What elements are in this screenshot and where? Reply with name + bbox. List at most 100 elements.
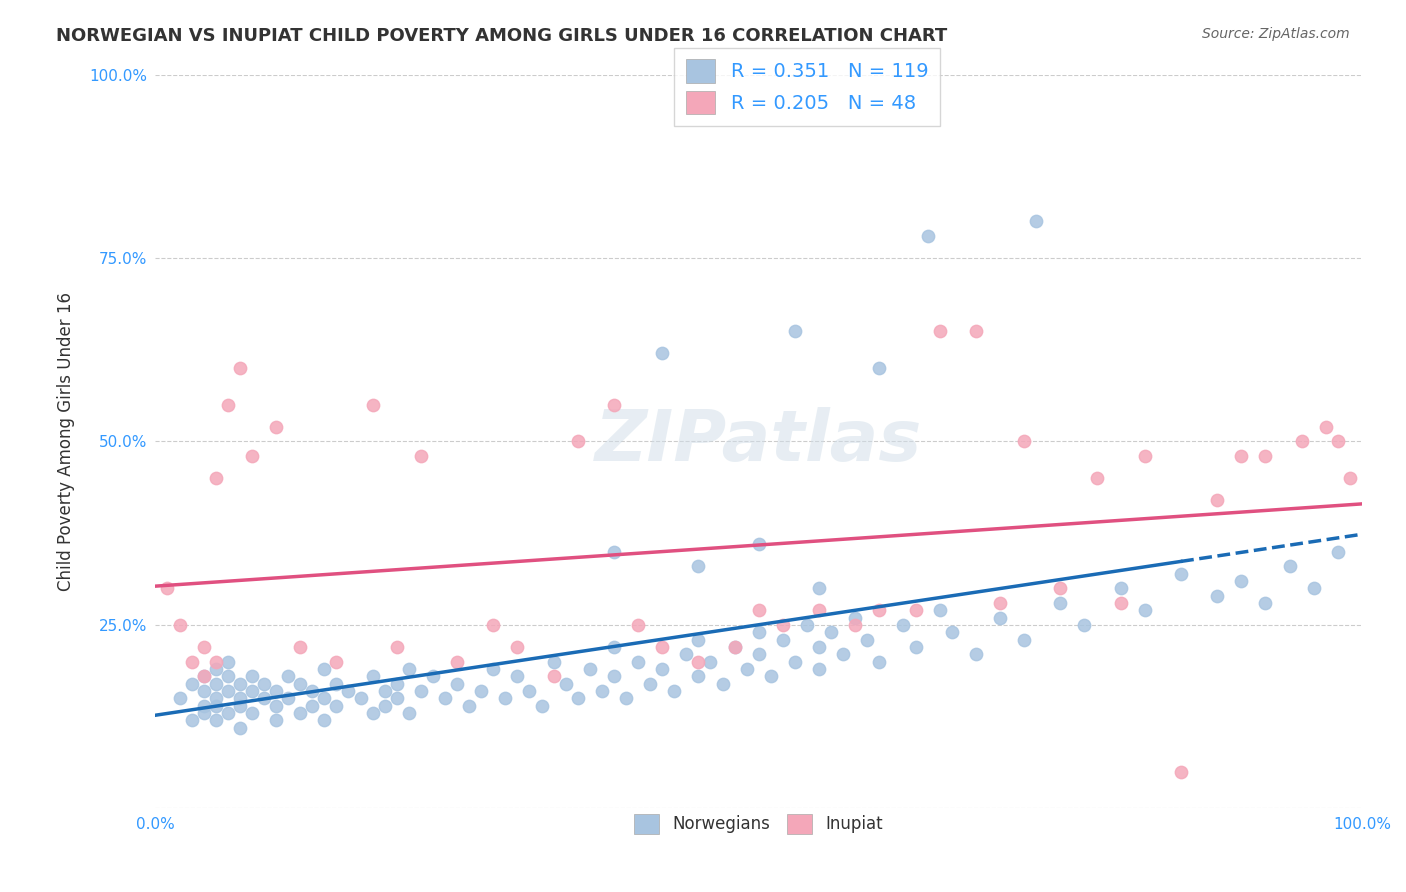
Point (917, 229, 939, 244)
Point (664, 684, 686, 698)
Point (1315, 419, 1337, 434)
Point (796, 618, 818, 632)
Point (385, 676, 408, 690)
Point (543, 655, 565, 669)
Point (1025, 214, 1047, 228)
Point (1012, 434, 1035, 449)
Text: ZIPatlas: ZIPatlas (595, 407, 922, 476)
Point (385, 640, 408, 654)
Point (204, 714, 226, 728)
Point (928, 325, 950, 339)
Point (530, 698, 553, 713)
Point (494, 691, 516, 706)
Point (688, 655, 710, 669)
Point (603, 398, 626, 412)
Point (759, 669, 782, 683)
Point (264, 714, 287, 728)
Point (193, 669, 215, 683)
Point (808, 662, 831, 676)
Point (1327, 544, 1350, 558)
Point (229, 361, 252, 376)
Point (240, 669, 263, 683)
Point (638, 676, 661, 690)
Point (169, 618, 191, 632)
Point (988, 610, 1011, 624)
Point (711, 676, 734, 690)
Point (1339, 471, 1361, 485)
Point (253, 691, 276, 706)
Point (193, 640, 215, 654)
Point (808, 581, 831, 595)
Point (904, 640, 927, 654)
Point (748, 625, 770, 640)
Point (988, 596, 1011, 610)
Point (433, 691, 456, 706)
Point (204, 471, 226, 485)
Point (180, 655, 202, 669)
Point (699, 655, 721, 669)
Point (1170, 566, 1192, 581)
Point (591, 684, 613, 698)
Point (567, 691, 589, 706)
Point (204, 676, 226, 690)
Point (314, 691, 336, 706)
Point (1049, 596, 1071, 610)
Point (217, 706, 239, 720)
Point (1302, 581, 1324, 595)
Point (808, 640, 831, 654)
Point (204, 655, 226, 669)
Point (217, 655, 239, 669)
Point (783, 655, 806, 669)
Point (422, 669, 444, 683)
Point (264, 698, 287, 713)
Point (253, 676, 276, 690)
Point (1049, 581, 1071, 595)
Point (748, 603, 770, 617)
Point (314, 662, 336, 676)
Point (506, 640, 529, 654)
Point (277, 691, 299, 706)
Point (1133, 603, 1156, 617)
Point (965, 648, 987, 662)
Point (470, 684, 492, 698)
Point (567, 434, 589, 449)
Point (1133, 449, 1156, 463)
Point (361, 398, 384, 412)
Point (325, 698, 347, 713)
Point (748, 648, 770, 662)
Point (723, 640, 745, 654)
Point (374, 684, 396, 698)
Point (868, 603, 890, 617)
Point (1230, 574, 1253, 588)
Point (820, 625, 842, 640)
Point (772, 632, 794, 647)
Point (361, 669, 384, 683)
Point (723, 640, 745, 654)
Point (832, 648, 855, 662)
Point (409, 449, 432, 463)
Point (180, 676, 202, 690)
Point (1073, 618, 1095, 632)
Point (651, 640, 673, 654)
Point (301, 698, 323, 713)
Point (904, 603, 927, 617)
Point (1278, 559, 1301, 574)
Point (519, 684, 541, 698)
Point (1254, 596, 1277, 610)
Point (240, 684, 263, 698)
Point (229, 698, 252, 713)
Point (688, 632, 710, 647)
Point (651, 346, 673, 360)
Point (458, 698, 481, 713)
Point (748, 537, 770, 551)
Point (1085, 471, 1108, 485)
Point (204, 698, 226, 713)
Point (301, 684, 323, 698)
Point (868, 361, 890, 376)
Point (1109, 581, 1132, 595)
Point (325, 676, 347, 690)
Point (735, 662, 758, 676)
Legend: Norwegians, Inupiat: Norwegians, Inupiat (624, 804, 893, 844)
Point (180, 714, 202, 728)
Point (627, 655, 650, 669)
